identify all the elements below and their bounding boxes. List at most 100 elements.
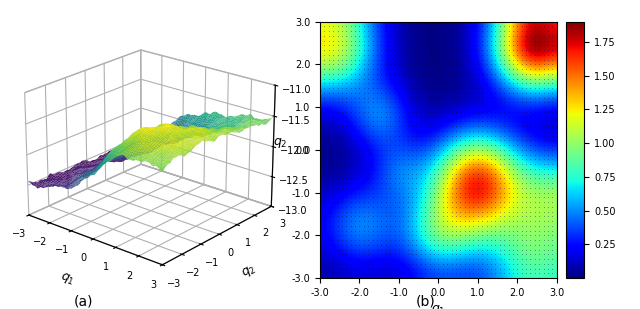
Point	[504, 276, 514, 281]
Point	[495, 33, 505, 38]
Point	[319, 176, 330, 181]
Point	[495, 219, 505, 224]
Point	[521, 171, 531, 176]
Point	[455, 86, 465, 91]
Point	[319, 57, 330, 62]
Point	[521, 276, 531, 281]
Point	[521, 133, 531, 138]
Point	[451, 242, 461, 247]
Point	[460, 247, 470, 252]
Point	[530, 276, 540, 281]
Point	[530, 238, 540, 243]
Point	[442, 152, 452, 157]
Point	[319, 266, 330, 271]
Point	[376, 138, 387, 143]
Point	[319, 233, 330, 238]
Point	[447, 152, 457, 157]
Point	[319, 62, 330, 67]
Point	[385, 276, 396, 281]
Point	[477, 91, 488, 95]
Point	[512, 138, 522, 143]
Point	[341, 114, 351, 119]
Point	[552, 29, 562, 34]
Point	[433, 252, 444, 257]
Point	[381, 53, 391, 57]
Point	[504, 200, 514, 205]
Point	[504, 266, 514, 271]
Point	[486, 76, 496, 81]
Point	[512, 43, 522, 48]
Point	[363, 176, 373, 181]
Point	[363, 228, 373, 233]
Point	[315, 195, 325, 200]
Point	[341, 95, 351, 100]
Point	[455, 171, 465, 176]
Point	[481, 143, 492, 148]
Point	[372, 33, 382, 38]
Point	[473, 62, 483, 67]
Point	[420, 190, 430, 195]
Point	[350, 214, 360, 219]
Point	[389, 271, 399, 276]
Point	[512, 228, 522, 233]
Point	[495, 43, 505, 48]
Point	[512, 38, 522, 43]
Point	[346, 143, 356, 148]
Point	[420, 276, 430, 281]
Point	[429, 129, 439, 133]
Point	[424, 138, 435, 143]
Point	[319, 43, 330, 48]
Point	[341, 29, 351, 34]
Point	[412, 19, 422, 24]
Point	[319, 242, 330, 247]
Point	[332, 261, 342, 266]
Point	[447, 190, 457, 195]
Point	[416, 223, 426, 228]
Point	[315, 176, 325, 181]
Point	[346, 200, 356, 205]
Point	[363, 166, 373, 171]
Point	[363, 71, 373, 76]
Point	[486, 181, 496, 186]
Point	[394, 257, 404, 262]
Point	[512, 242, 522, 247]
Point	[346, 114, 356, 119]
Point	[315, 228, 325, 233]
Point	[464, 62, 474, 67]
Point	[534, 271, 545, 276]
Point	[433, 119, 444, 124]
Point	[394, 157, 404, 162]
Point	[534, 91, 545, 95]
Point	[359, 152, 369, 157]
Point	[516, 91, 527, 95]
Point	[412, 247, 422, 252]
Point	[416, 247, 426, 252]
Point	[403, 109, 413, 114]
Point	[547, 223, 557, 228]
Point	[538, 76, 548, 81]
Point	[525, 214, 536, 219]
Point	[495, 24, 505, 29]
Point	[516, 271, 527, 276]
Point	[543, 185, 553, 190]
Point	[481, 257, 492, 262]
Point	[350, 91, 360, 95]
Point	[420, 133, 430, 138]
Point	[468, 29, 479, 34]
Point	[376, 133, 387, 138]
Point	[521, 105, 531, 110]
Point	[455, 238, 465, 243]
Point	[433, 138, 444, 143]
Point	[385, 271, 396, 276]
Point	[319, 81, 330, 86]
Point	[460, 19, 470, 24]
Point	[319, 238, 330, 243]
Point	[495, 147, 505, 152]
Point	[552, 38, 562, 43]
Point	[328, 109, 339, 114]
Point	[481, 190, 492, 195]
Point	[451, 181, 461, 186]
Point	[499, 242, 509, 247]
Point	[477, 214, 488, 219]
Point	[508, 133, 518, 138]
